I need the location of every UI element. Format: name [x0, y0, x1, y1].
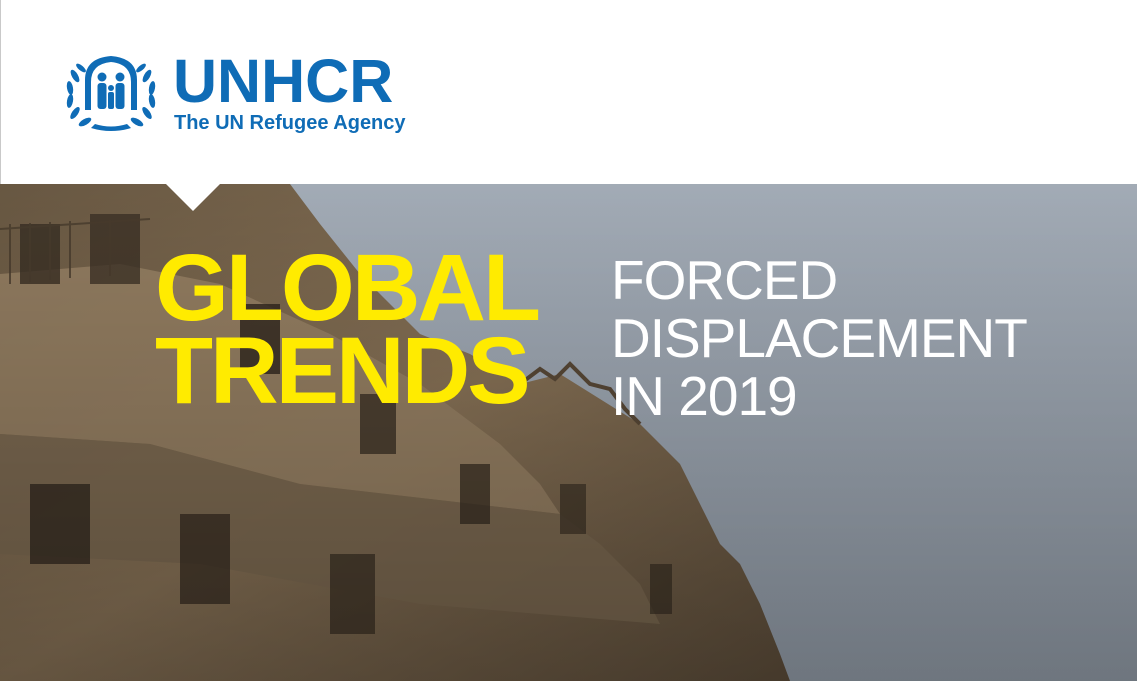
header-pointer [165, 183, 221, 211]
org-wordmark: UNHCR [173, 47, 394, 115]
subtitle-line-3: IN 2019 [611, 365, 798, 427]
war-damaged-building-photo [0, 184, 1137, 681]
cover-photo [0, 184, 1137, 681]
unhcr-logo: UNHCR The UN Refugee Agency [61, 50, 441, 140]
report-subtitle: FORCED DISPLACEMENT IN 2019 [611, 249, 1028, 427]
subtitle-line-2: DISPLACEMENT [611, 307, 1028, 369]
title-line-2: TRENDS [155, 318, 531, 424]
agency-tagline: The UN Refugee Agency [174, 112, 406, 134]
unhcr-emblem-icon [66, 56, 156, 131]
subtitle-line-1: FORCED [611, 249, 838, 311]
title-line-1: GLOBAL [155, 235, 541, 341]
report-header: UNHCR The UN Refugee Agency [0, 0, 1137, 184]
report-title: GLOBAL TRENDS [155, 235, 541, 424]
